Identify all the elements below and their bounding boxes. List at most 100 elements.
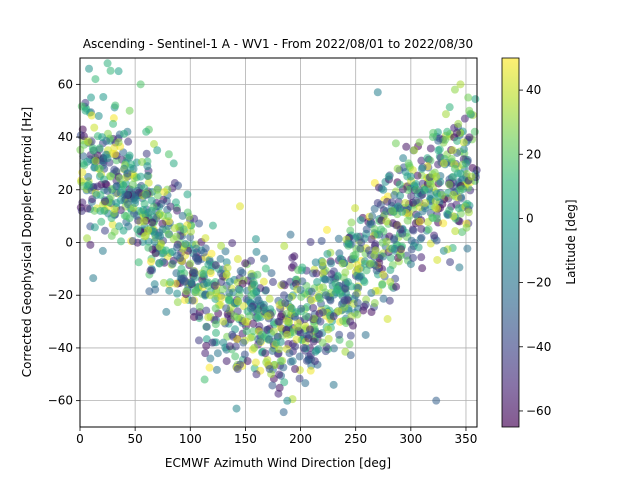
data-point: [360, 278, 369, 287]
data-point: [275, 345, 284, 354]
data-point: [199, 270, 208, 279]
data-point: [306, 366, 315, 375]
x-tick-label: 150: [234, 432, 257, 446]
data-point: [327, 259, 336, 268]
data-point: [162, 246, 171, 255]
data-point: [276, 357, 285, 366]
data-point: [236, 267, 245, 276]
data-point: [103, 186, 112, 195]
data-point: [370, 299, 379, 308]
data-point: [139, 217, 148, 226]
data-point: [99, 92, 108, 101]
data-point: [95, 164, 104, 173]
data-point: [373, 198, 382, 207]
data-point: [188, 296, 197, 305]
data-point: [79, 152, 88, 161]
data-point: [242, 327, 251, 336]
data-point: [383, 315, 392, 324]
data-point: [428, 133, 437, 142]
data-point: [274, 317, 283, 326]
x-tick-label: 200: [289, 432, 312, 446]
data-point: [107, 231, 116, 240]
y-tick-label: 60: [58, 77, 73, 91]
data-point: [153, 146, 162, 155]
data-point: [295, 352, 304, 361]
data-point: [460, 114, 469, 123]
data-point: [207, 249, 216, 258]
data-point: [170, 224, 179, 233]
data-point: [343, 278, 352, 287]
data-point: [239, 338, 248, 347]
data-point: [465, 106, 474, 115]
data-point: [382, 217, 391, 226]
data-point: [346, 317, 355, 326]
data-point: [387, 198, 396, 207]
data-point: [120, 129, 129, 138]
data-point: [370, 204, 379, 213]
data-point: [401, 198, 410, 207]
data-point: [353, 232, 362, 241]
data-point: [406, 172, 415, 181]
data-point: [153, 185, 162, 194]
data-point: [365, 246, 374, 255]
data-point: [281, 299, 290, 308]
data-point: [212, 365, 221, 374]
data-point: [147, 206, 156, 215]
y-tick-label: 0: [65, 236, 73, 250]
data-point: [433, 255, 442, 264]
data-point: [392, 282, 401, 291]
data-point: [338, 259, 347, 268]
data-point: [439, 159, 448, 168]
data-point: [81, 106, 90, 115]
data-point: [470, 127, 479, 136]
data-point: [341, 268, 350, 277]
data-point: [307, 296, 316, 305]
data-point: [106, 66, 115, 75]
data-point: [256, 337, 265, 346]
data-point: [434, 146, 443, 155]
data-point: [403, 216, 412, 225]
data-point: [454, 204, 463, 213]
data-point: [211, 328, 220, 337]
data-point: [439, 246, 448, 255]
data-point: [415, 138, 424, 147]
data-point: [254, 296, 263, 305]
data-point: [142, 127, 151, 136]
data-point: [195, 219, 204, 228]
data-point: [326, 296, 335, 305]
data-point: [134, 258, 143, 267]
data-point: [432, 214, 441, 223]
data-point: [388, 206, 397, 215]
data-point: [340, 296, 349, 305]
data-point: [173, 251, 182, 260]
data-point: [410, 146, 419, 155]
data-point: [158, 225, 167, 234]
data-point: [177, 264, 186, 273]
data-point: [379, 185, 388, 194]
colorbar-tick-label: 40: [526, 83, 541, 97]
data-point: [286, 357, 295, 366]
data-point: [385, 296, 394, 305]
data-point: [437, 191, 446, 200]
data-point: [443, 127, 452, 136]
data-point: [162, 307, 171, 316]
data-point: [283, 396, 292, 405]
data-point: [187, 279, 196, 288]
data-point: [191, 285, 200, 294]
data-point: [323, 249, 332, 258]
x-tick-label: 350: [455, 432, 478, 446]
data-point: [250, 280, 259, 289]
data-point: [216, 254, 225, 263]
data-point: [128, 237, 137, 246]
data-point: [450, 164, 459, 173]
data-point: [179, 225, 188, 234]
data-point: [199, 248, 208, 257]
data-point: [201, 234, 210, 243]
data-point: [98, 133, 107, 142]
data-point: [397, 245, 406, 254]
data-point: [309, 303, 318, 312]
data-point: [367, 289, 376, 298]
data-point: [384, 172, 393, 181]
data-point: [148, 218, 157, 227]
data-point: [357, 238, 366, 247]
